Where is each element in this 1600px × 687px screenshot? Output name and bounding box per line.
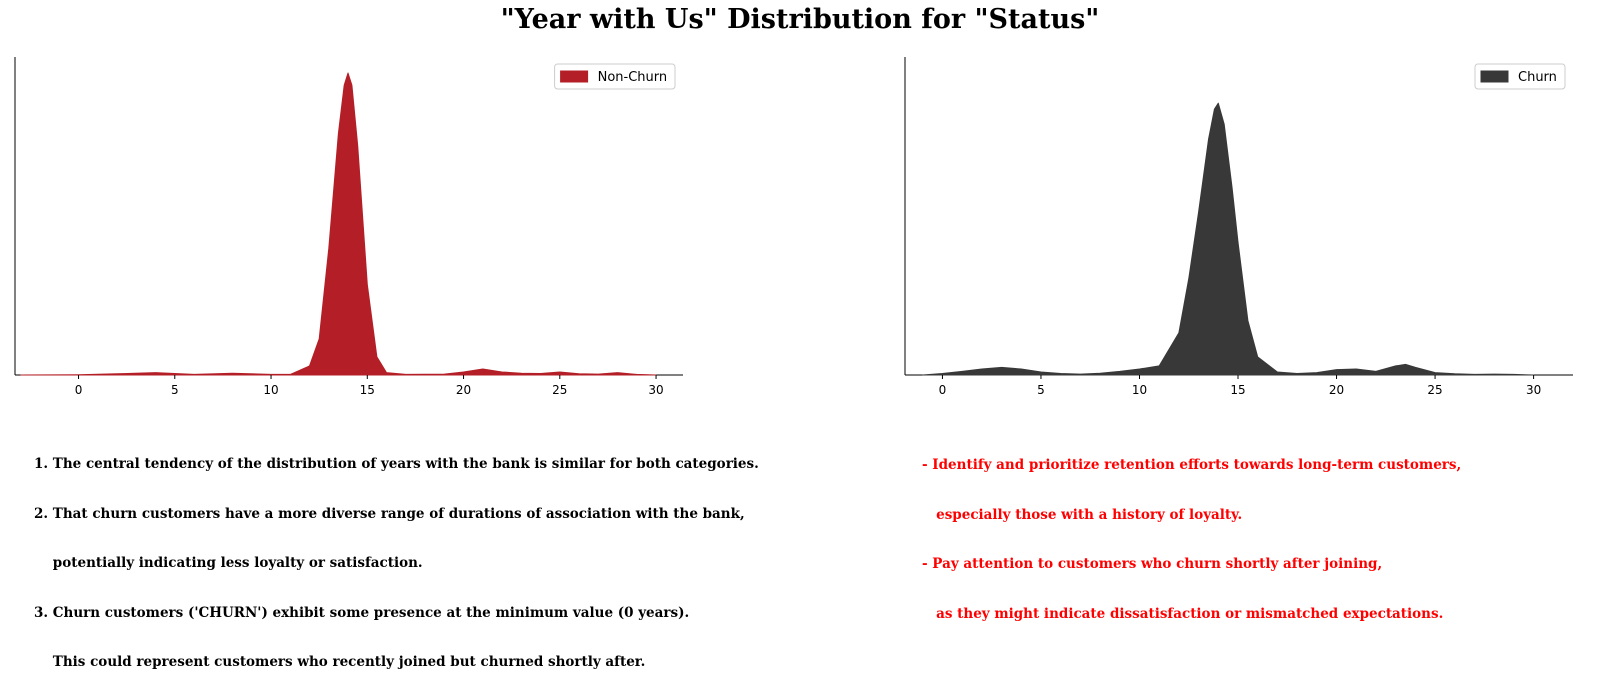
recommendation-line: especially those with a history of loyal… [922,506,1243,523]
legend-swatch [560,70,589,83]
legend-label: Churn [1518,70,1557,85]
legend-box [554,63,676,90]
x-tick-label: 15 [360,383,375,397]
density-area [922,102,1535,376]
observation-line: This could represent customers who recen… [34,654,646,670]
x-tick-label: 30 [1526,383,1541,397]
x-tick-label: 10 [263,383,278,397]
x-tick-label: 15 [1230,383,1245,397]
x-tick-label: 0 [75,383,83,397]
legend-label: Non-Churn [598,70,668,85]
x-tick-label: 25 [552,383,567,397]
recommendation-line: - Pay attention to customers who churn s… [922,556,1383,572]
observation-line: potentially indicating less loyalty or s… [34,555,423,571]
density-area [20,72,657,376]
non-churn-density-chart: 0 5 10 15 20 25 30 Non-Churn [14,57,683,397]
chart-title: "Year with Us" Distribution for "Status" [500,4,1100,35]
x-tick-label: 10 [1132,383,1147,397]
recommendation-line: as they might indicate dissatisfaction o… [922,605,1444,622]
x-tick-label: 25 [1427,383,1442,397]
recommendation-line: - Identify and prioritize retention effo… [922,457,1462,473]
x-tick-label: 5 [1037,383,1045,397]
x-tick-label: 20 [1329,383,1344,397]
x-tick-label: 30 [648,383,663,397]
x-tick-label: 5 [171,383,179,397]
legend-box [1474,63,1566,90]
legend-swatch [1480,70,1509,83]
observation-line: 3. Churn customers ('CHURN') exhibit som… [34,604,690,621]
churn-density-chart: 0 5 10 15 20 25 30 Churn [904,57,1573,397]
recommendations-notes: - Identify and prioritize retention effo… [922,424,1461,639]
observation-line: 1. The central tendency of the distribut… [34,456,759,472]
x-tick-label: 0 [939,383,947,397]
observations-notes: 1. The central tendency of the distribut… [34,423,759,687]
x-tick-label: 20 [456,383,471,397]
observation-line: 2. That churn customers have a more dive… [34,505,745,522]
